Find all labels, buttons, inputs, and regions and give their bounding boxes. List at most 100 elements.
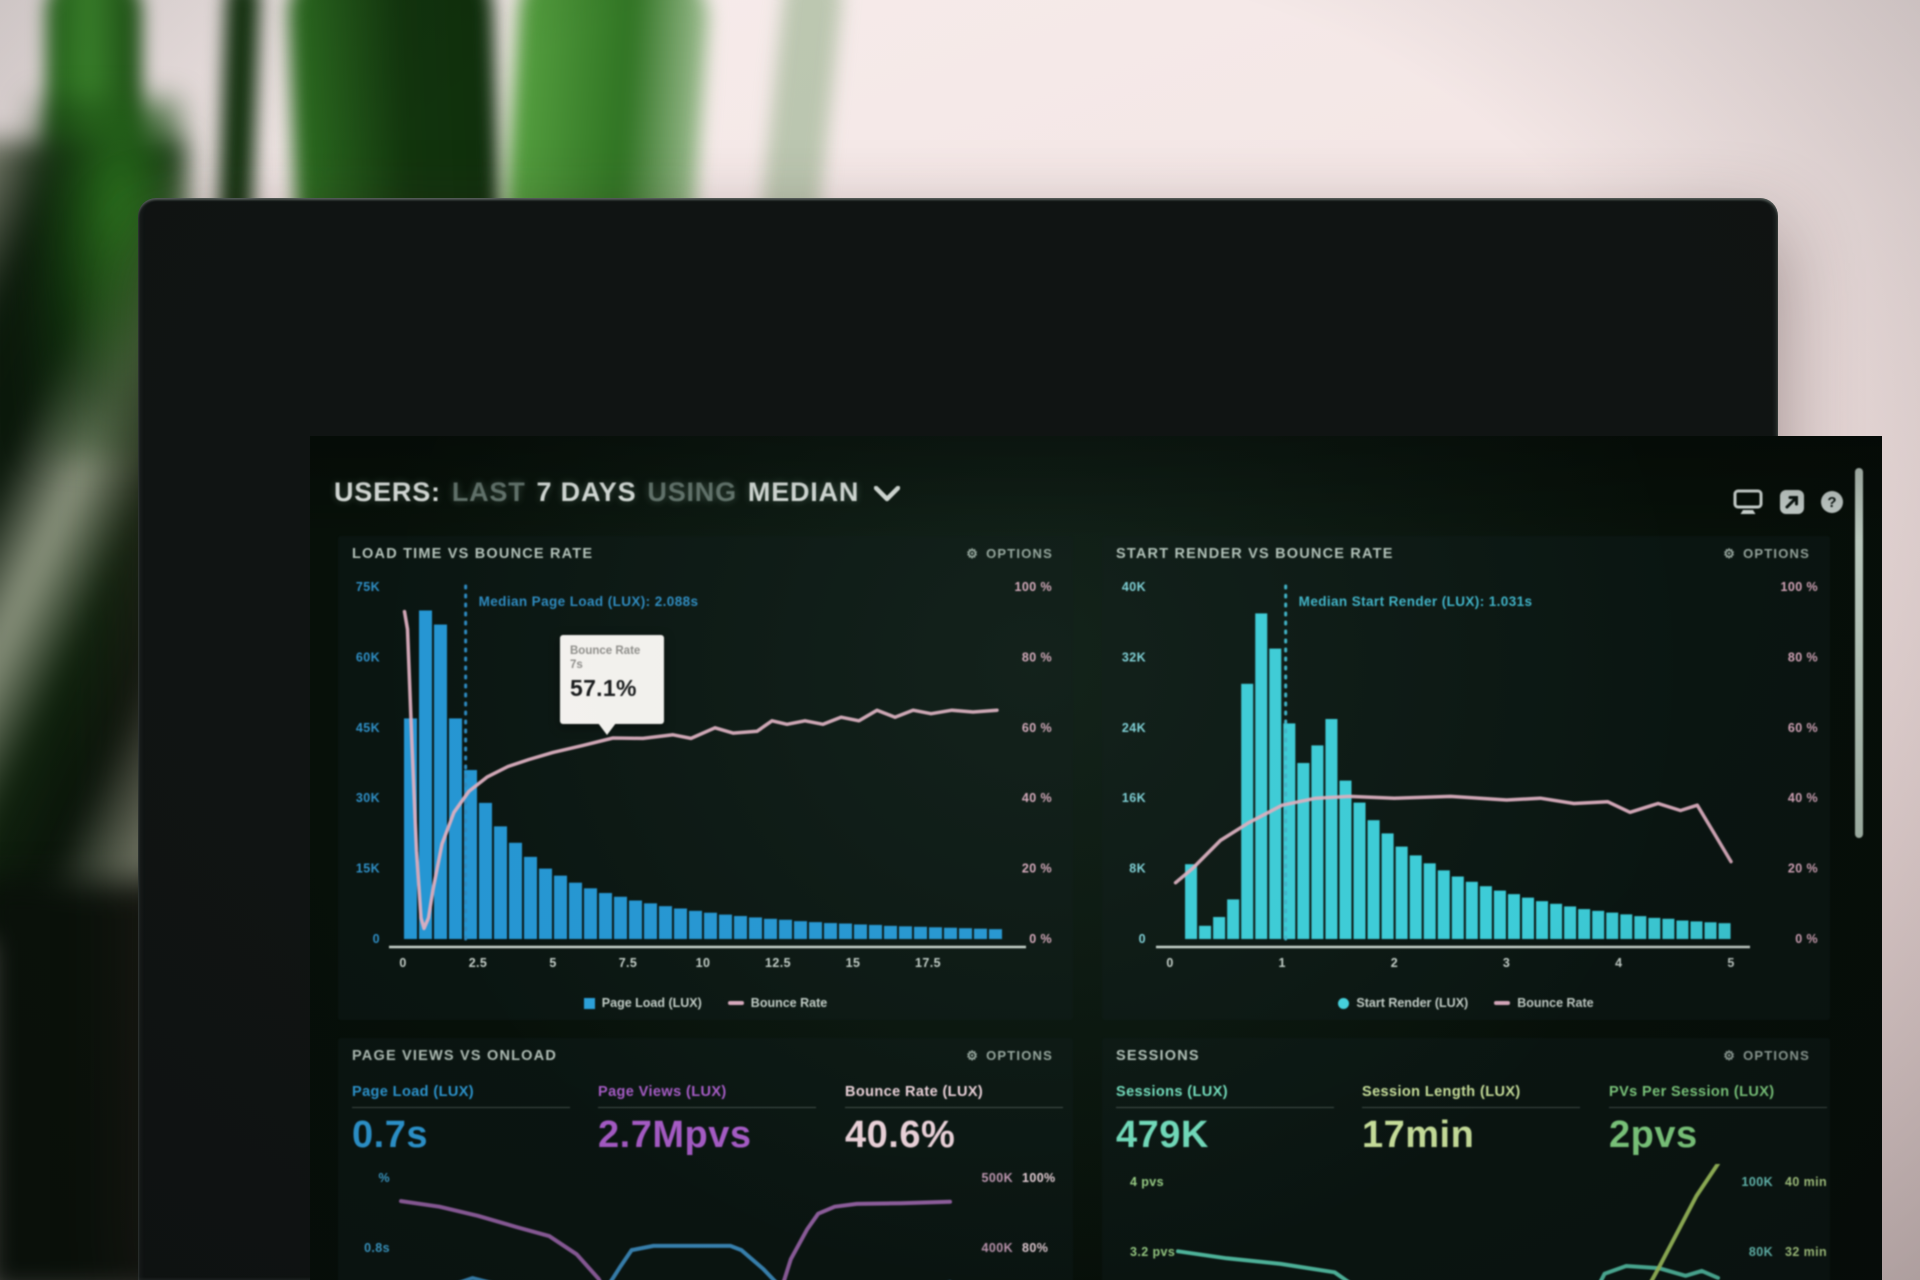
legend-swatch xyxy=(1494,1001,1511,1005)
svg-text:500K: 500K xyxy=(982,1171,1013,1185)
metric-session-length: Session Length (LUX) 17min xyxy=(1362,1084,1580,1157)
legend-item[interactable]: Bounce Rate xyxy=(727,996,828,1010)
legend-label: Bounce Rate xyxy=(750,996,828,1010)
panel-title: PAGE VIEWS VS ONLOAD xyxy=(352,1048,558,1064)
svg-text:100K: 100K xyxy=(1742,1175,1773,1189)
svg-text:10: 10 xyxy=(696,956,711,970)
gear-icon: ⚙ xyxy=(1723,546,1737,561)
plant-leaf xyxy=(46,0,142,250)
title-last: LAST xyxy=(451,476,526,507)
gear-icon: ⚙ xyxy=(966,546,980,561)
svg-text:0 %: 0 % xyxy=(1795,932,1818,946)
laptop-screen: USERS: LAST 7 DAYS USING MEDIAN xyxy=(310,436,1882,1280)
legend-label: Start Render (LUX) xyxy=(1356,996,1469,1010)
laptop: USERS: LAST 7 DAYS USING MEDIAN xyxy=(138,198,1882,1280)
svg-text:80 %: 80 % xyxy=(1788,650,1818,664)
options-button[interactable]: ⚙ OPTIONS xyxy=(966,1048,1053,1063)
title-7days: 7 DAYS xyxy=(536,476,637,507)
metric-page-views: Page Views (LUX) 2.7Mpvs xyxy=(598,1084,816,1157)
svg-text:60 %: 60 % xyxy=(1022,721,1052,735)
legend-swatch xyxy=(1338,997,1350,1009)
panel-page-views: PAGE VIEWS VS ONLOAD ⚙ OPTIONS Page Load… xyxy=(338,1038,1073,1280)
options-button[interactable]: ⚙ OPTIONS xyxy=(1723,1048,1810,1063)
legend-label: Page Load (LUX) xyxy=(601,996,702,1010)
metric-bounce-rate: Bounce Rate (LUX) 40.6% xyxy=(845,1084,1063,1157)
svg-text:Median Start Render (LUX): 1.0: Median Start Render (LUX): 1.031s xyxy=(1299,594,1533,609)
options-button[interactable]: ⚙ OPTIONS xyxy=(1723,546,1810,561)
title-median: MEDIAN xyxy=(747,476,860,507)
page-views-chart: %0.8s0.6s0.4s500K100%400K80%300K60%200K4… xyxy=(364,1171,1056,1280)
metric-sessions: Sessions (LUX) 479K xyxy=(1116,1084,1334,1157)
svg-text:100%: 100% xyxy=(1022,1171,1056,1185)
svg-text:0: 0 xyxy=(1139,932,1146,946)
metric-value: 2.7Mpvs xyxy=(598,1114,752,1156)
metric-value: 479K xyxy=(1116,1114,1209,1156)
metric-value: 17min xyxy=(1362,1114,1475,1156)
panel-sessions: SESSIONS ⚙ OPTIONS Sessions (LUX) 479K S… xyxy=(1102,1038,1830,1280)
legend-label: Bounce Rate xyxy=(1517,996,1594,1010)
scrollbar-thumb[interactable] xyxy=(1855,468,1863,838)
panel-title: START RENDER VS BOUNCE RATE xyxy=(1116,546,1394,562)
svg-text:1: 1 xyxy=(1279,956,1286,970)
svg-text:5: 5 xyxy=(549,956,556,970)
panel-title: SESSIONS xyxy=(1116,1048,1200,1064)
chart-legend: Page Load (LUX) Bounce Rate xyxy=(338,996,1073,1010)
svg-text:60 %: 60 % xyxy=(1788,721,1818,735)
svg-text:40 min: 40 min xyxy=(1785,1175,1827,1189)
svg-text:Median Page Load (LUX): 2.088s: Median Page Load (LUX): 2.088s xyxy=(479,594,699,609)
load-time-chart: 75K 60K 45K 30K 15K 0 100 % 80 % 60 % 40 % 20 % 0 %… xyxy=(356,580,1052,970)
svg-text:8K: 8K xyxy=(1129,862,1146,876)
svg-text:3: 3 xyxy=(1503,956,1510,970)
metric-value: 40.6% xyxy=(845,1114,956,1156)
svg-text:0 %: 0 % xyxy=(1029,932,1052,946)
svg-text:15K: 15K xyxy=(356,862,380,876)
panel-start-render: START RENDER VS BOUNCE RATE ⚙ OPTIONS 40… xyxy=(1102,536,1830,1020)
legend-item[interactable]: Start Render (LUX) xyxy=(1338,996,1468,1010)
metric-page-load: Page Load (LUX) 0.7s xyxy=(352,1084,570,1157)
svg-text:5: 5 xyxy=(1727,956,1734,970)
svg-text:3.2 pvs: 3.2 pvs xyxy=(1130,1245,1175,1259)
svg-text:60K: 60K xyxy=(356,650,380,664)
panel-title: LOAD TIME VS BOUNCE RATE xyxy=(352,546,594,562)
tooltip-value: 57.1% xyxy=(570,675,637,701)
svg-text:7.5: 7.5 xyxy=(619,956,638,970)
svg-text:2.5: 2.5 xyxy=(469,956,488,970)
gear-icon: ⚙ xyxy=(1723,1048,1737,1063)
svg-text:100 %: 100 % xyxy=(1781,580,1818,594)
svg-text:40K: 40K xyxy=(1122,580,1146,594)
chevron-down-icon[interactable] xyxy=(874,486,901,502)
svg-text:0.8s: 0.8s xyxy=(364,1241,390,1255)
svg-text:32 min: 32 min xyxy=(1785,1245,1827,1259)
svg-text:0: 0 xyxy=(373,932,380,946)
start-render-chart: 40K 32K 24K 16K 8K 0 100 % 80 % 60 % 40 % 20 % 0 % 0… xyxy=(1122,580,1818,970)
help-icon[interactable]: ? xyxy=(1820,490,1844,514)
panel-load-time: LOAD TIME VS BOUNCE RATE ⚙ OPTIONS 75K 60… xyxy=(338,536,1073,1020)
legend-item[interactable]: Page Load (LUX) xyxy=(583,996,702,1010)
chart-tooltip: Bounce Rate 7s 57.1% xyxy=(560,635,664,735)
legend-item[interactable]: Bounce Rate xyxy=(1494,996,1594,1010)
svg-text:17.5: 17.5 xyxy=(915,956,941,970)
title-users: USERS: xyxy=(334,476,441,507)
svg-text:16K: 16K xyxy=(1122,791,1146,805)
legend-swatch xyxy=(727,1001,744,1005)
svg-text:100 %: 100 % xyxy=(1015,580,1052,594)
svg-text:400K: 400K xyxy=(982,1241,1013,1255)
options-button[interactable]: ⚙ OPTIONS xyxy=(966,546,1053,561)
metric-value: 0.7s xyxy=(352,1114,428,1156)
title-using: USING xyxy=(647,476,737,507)
share-icon[interactable] xyxy=(1779,489,1805,515)
monitor-icon[interactable] xyxy=(1732,488,1764,516)
dashboard-title-dropdown[interactable]: USERS: LAST 7 DAYS USING MEDIAN xyxy=(334,470,901,514)
metric-pvs-per-session: PVs Per Session (LUX) 2pvs xyxy=(1609,1084,1827,1157)
svg-text:30K: 30K xyxy=(356,791,380,805)
svg-text:4 pvs: 4 pvs xyxy=(1130,1175,1164,1189)
dashboard: USERS: LAST 7 DAYS USING MEDIAN xyxy=(310,436,1882,1280)
svg-text:75K: 75K xyxy=(356,580,380,594)
svg-text:80 %: 80 % xyxy=(1022,650,1052,664)
svg-text:?: ? xyxy=(1827,494,1836,511)
svg-text:80%: 80% xyxy=(1022,1241,1048,1255)
svg-text:2: 2 xyxy=(1391,956,1398,970)
svg-text:80K: 80K xyxy=(1749,1245,1773,1259)
